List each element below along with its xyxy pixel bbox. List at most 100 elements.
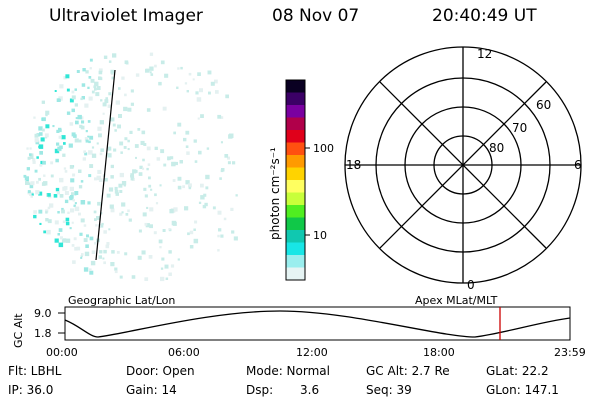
timeline-x-ticks: 00:00 06:00 12:00 18:00 23:59: [46, 346, 586, 359]
timeline-axis-label: GC Alt: [12, 313, 25, 348]
emission-dot: [69, 195, 74, 199]
emission-dot: [38, 177, 41, 181]
emission-dot: [187, 232, 190, 236]
emission-dot: [107, 146, 112, 151]
emission-dot: [82, 157, 86, 161]
emission-dot: [197, 117, 200, 120]
emission-dot: [119, 141, 124, 146]
emission-dot: [26, 167, 30, 171]
emission-dot: [121, 211, 124, 214]
emission-dot: [183, 137, 187, 142]
emission-dot: [94, 177, 97, 181]
emission-dot: [96, 175, 101, 181]
emission-dot: [65, 74, 70, 79]
emission-dot: [74, 202, 77, 205]
emission-dot: [171, 220, 177, 226]
emission-dot: [127, 209, 130, 213]
emission-dot: [158, 81, 162, 86]
emission-dot: [217, 234, 220, 238]
emission-dot: [146, 167, 149, 171]
emission-dot: [198, 201, 202, 204]
emission-dot: [45, 209, 49, 213]
emission-dot: [40, 160, 44, 165]
emission-dot: [194, 160, 198, 163]
emission-dot: [137, 255, 142, 260]
emission-dot: [160, 267, 164, 270]
emission-dot: [89, 58, 93, 62]
emission-dot: [114, 129, 117, 132]
emission-dot: [27, 156, 31, 160]
emission-dot: [78, 212, 81, 216]
emission-dot: [33, 116, 36, 119]
emission-dot: [169, 209, 174, 214]
emission-dot: [88, 96, 93, 101]
emission-dot: [80, 125, 85, 130]
colorbar-unit-label: photon cm⁻²s⁻¹: [268, 147, 282, 240]
emission-dot: [39, 164, 42, 167]
emission-dot: [81, 83, 86, 87]
timeline-ytick-9: 9.0: [34, 307, 52, 320]
emission-dot: [95, 92, 100, 97]
emission-dot: [233, 236, 238, 241]
emission-dot: [52, 125, 55, 128]
emission-dot: [132, 169, 137, 174]
colorbar-cell: [286, 92, 305, 106]
emission-dot: [74, 138, 79, 143]
emission-dot: [131, 175, 135, 179]
emission-dot: [74, 247, 78, 251]
emission-dot: [119, 172, 124, 178]
emission-dot: [74, 206, 80, 212]
emission-dot: [87, 135, 90, 138]
emission-dot: [172, 179, 176, 182]
emission-dot: [155, 202, 159, 205]
emission-dot: [90, 260, 96, 266]
emission-dot: [71, 90, 75, 94]
emission-dot: [114, 186, 118, 190]
emission-dot: [23, 174, 27, 178]
emission-dot: [63, 186, 68, 190]
emission-dot: [98, 133, 102, 138]
emission-dot: [93, 85, 97, 89]
emission-dot: [94, 81, 99, 87]
mlt-label-0: 0: [467, 278, 475, 292]
emission-dot: [35, 140, 40, 145]
lat-label-80: 80: [489, 141, 504, 155]
polar-grid: [344, 46, 582, 284]
emission-dot: [134, 144, 139, 148]
emission-dot: [110, 175, 114, 179]
emission-dot: [70, 178, 75, 183]
emission-dot: [168, 228, 171, 231]
emission-dot: [150, 188, 153, 191]
emission-dot: [57, 211, 60, 214]
emission-dot: [63, 76, 67, 80]
emission-dot: [159, 184, 162, 187]
emission-dot: [110, 117, 115, 122]
emission-dot: [195, 91, 199, 95]
emission-dot: [84, 251, 90, 257]
emission-dot: [227, 161, 231, 165]
emission-dot: [141, 250, 146, 255]
emission-dot: [85, 244, 89, 248]
emission-dot: [102, 257, 105, 260]
emission-dot: [31, 193, 34, 196]
emission-dot: [220, 116, 224, 119]
emission-dot: [83, 150, 86, 154]
emission-dot: [95, 224, 98, 227]
emission-dot: [141, 130, 146, 135]
emission-dot: [142, 167, 145, 170]
emission-dot: [81, 120, 85, 124]
emission-dot: [38, 144, 44, 149]
emission-dot: [96, 142, 99, 145]
emission-dot: [45, 211, 48, 214]
emission-dot: [58, 228, 63, 232]
emission-dot: [54, 220, 59, 225]
emission-dot: [32, 158, 36, 162]
emission-dot: [43, 174, 46, 177]
emission-dot: [108, 60, 112, 63]
emission-dot: [29, 191, 34, 196]
emission-dot: [105, 97, 108, 100]
header: Ultraviolet Imager 08 Nov 07 20:40:49 UT: [0, 6, 600, 30]
emission-dot: [145, 68, 150, 73]
emission-dot: [47, 219, 52, 224]
